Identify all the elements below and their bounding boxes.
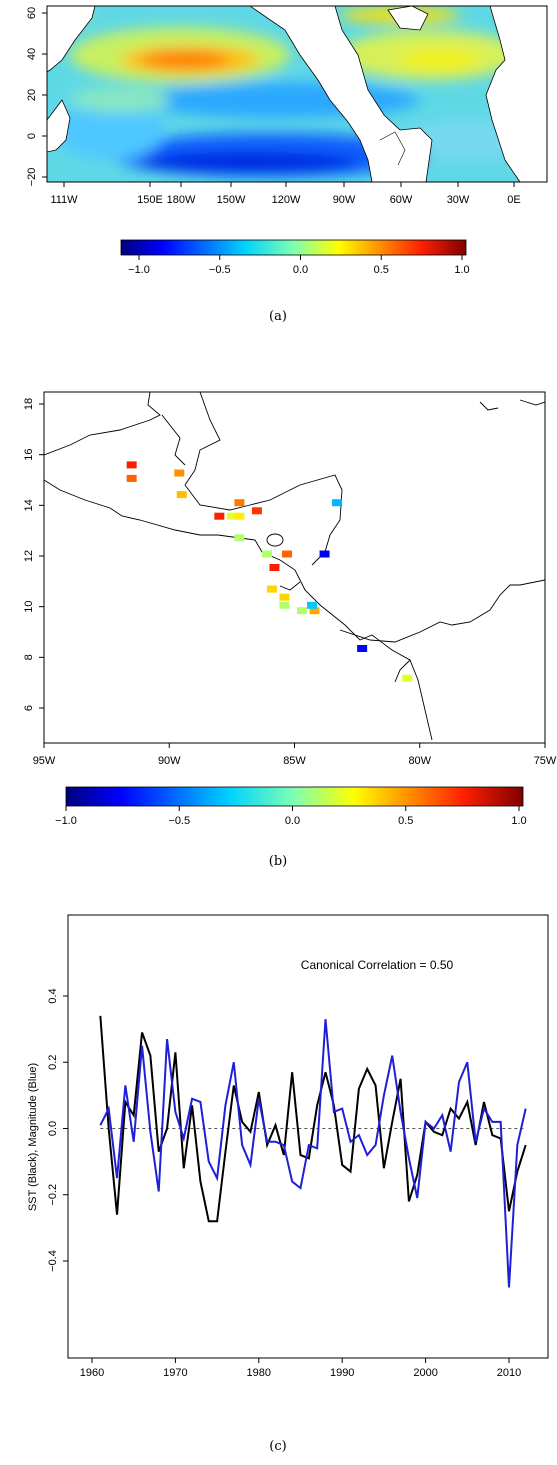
y-axis-tick-label: 6: [23, 705, 35, 711]
station-marker: [357, 645, 368, 652]
station-marker: [279, 601, 290, 609]
land-mask: [47, 6, 547, 182]
panel-c: Canonical Correlation = 0.50 −0.4 −0.2 0.0…: [27, 914, 549, 1454]
y-axis-tick-label: −20: [26, 168, 38, 187]
colorbar-tick-label: 1.0: [454, 264, 469, 276]
panel-a: −20 0 20 40 60 111W 150E 180W 150W 120W 90W 60W 30W…: [26, 5, 548, 324]
station-marker: [176, 491, 187, 499]
station-marker: [234, 534, 245, 542]
plot-frame: [67, 914, 549, 1359]
x-axis: 1960 1970 1980 1990 2000 2010: [80, 1358, 521, 1379]
station-marker: [251, 507, 262, 515]
caption: (b): [269, 854, 287, 869]
colorbar-tick-label: 0.5: [374, 264, 389, 276]
x-axis-tick-label: 90W: [158, 755, 181, 767]
x-axis-tick-label: 85W: [283, 755, 306, 767]
x-axis-tick-label: 1980: [247, 1367, 271, 1379]
y-axis-tick-label: 14: [23, 499, 35, 511]
station-marker: [332, 499, 343, 507]
canonical-correlation-annotation: Canonical Correlation = 0.50: [301, 958, 454, 972]
colorbar-tick-label: −1.0: [128, 264, 150, 276]
y-axis-tick-label: 0.2: [47, 1055, 59, 1070]
x-axis-tick-label: 1970: [163, 1367, 187, 1379]
station-marker: [126, 474, 137, 482]
sst-heatmap: [47, 6, 547, 182]
station-marker: [279, 593, 290, 601]
station-marker: [126, 461, 137, 469]
station-marker: [214, 512, 225, 520]
x-axis-tick-label: 2010: [497, 1367, 521, 1379]
station-marker: [174, 469, 185, 477]
y-axis-tick-label: 0: [26, 133, 38, 139]
y-axis-tick-label: 60: [26, 7, 38, 19]
x-axis-tick-label: 30W: [447, 194, 470, 206]
station-marker: [281, 550, 292, 558]
x-axis-tick-label: 150W: [217, 194, 246, 206]
y-axis-tick-label: 18: [23, 398, 35, 410]
station-markers: [126, 461, 413, 682]
x-axis: 95W 90W 85W 80W 75W: [33, 743, 557, 767]
x-axis-tick-label: 180W: [167, 194, 196, 206]
colorbar-tick-label: 0.0: [293, 264, 308, 276]
x-axis-tick-label: 80W: [408, 755, 431, 767]
series-magnitude-blue: [99, 1019, 527, 1288]
y-axis-tick-label: −0.4: [47, 1250, 59, 1272]
x-axis-tick-label: 1990: [330, 1367, 354, 1379]
plot-frame: [43, 391, 546, 744]
x-axis-tick-label: 1960: [80, 1367, 104, 1379]
y-axis-tick-label: 20: [26, 89, 38, 101]
colorbar-tick-label: 0.5: [398, 815, 413, 827]
y-axis-label: SST (Black), Magnitude (Blue): [27, 1063, 39, 1211]
x-axis-tick-label: 95W: [33, 755, 56, 767]
station-marker: [226, 512, 237, 520]
colorbar-tick-label: 0.0: [285, 815, 300, 827]
colorbar: −1.0 −0.5 0.0 0.5 1.0: [120, 239, 470, 276]
station-marker: [234, 499, 245, 507]
x-axis-tick-label: 111W: [50, 194, 78, 206]
caption: (a): [269, 309, 287, 324]
caption: (c): [269, 1439, 286, 1454]
y-axis: 6 8 10 12 14 16 18: [23, 398, 44, 711]
map-outlines: [44, 392, 545, 741]
series-sst-black: [99, 1015, 527, 1223]
station-marker: [234, 512, 245, 520]
y-axis-tick-label: 0.0: [47, 1121, 59, 1136]
colorbar-tick-label: 1.0: [511, 815, 526, 827]
y-axis-tick-label: 16: [23, 449, 35, 461]
panel-b: 6 8 10 12 14 16 18 95W 90W 85W 80W 75W −1.0 −0.5 0.0…: [23, 391, 557, 869]
x-axis-tick-label: 2000: [413, 1367, 437, 1379]
x-axis-tick-label: 120W: [272, 194, 301, 206]
x-axis-tick-label: 75W: [534, 755, 557, 767]
colorbar: −1.0 −0.5 0.0 0.5 1.0: [55, 786, 527, 827]
y-axis: −20 0 20 40 60: [26, 7, 47, 186]
station-marker: [297, 607, 308, 615]
station-marker: [261, 550, 272, 558]
x-axis: 111W 150E 180W 150W 120W 90W 60W 30W 0E: [50, 182, 521, 206]
colorbar-tick-label: −0.5: [168, 815, 190, 827]
x-axis-tick-label: 90W: [333, 194, 356, 206]
plot-frame: [46, 5, 548, 183]
station-marker: [269, 564, 280, 571]
y-axis-tick-label: 8: [23, 654, 35, 660]
y-axis-tick-label: 10: [23, 601, 35, 613]
colorbar-tick-label: −1.0: [55, 815, 77, 827]
y-axis-tick-label: 0.4: [47, 988, 59, 1003]
station-marker: [266, 585, 277, 593]
y-axis-tick-label: 40: [26, 48, 38, 60]
colorbar-tick-label: −0.5: [209, 264, 231, 276]
y-axis: −0.4 −0.2 0.0 0.2 0.4: [47, 988, 68, 1272]
station-marker: [307, 601, 318, 609]
station-marker: [402, 674, 413, 682]
station-marker: [319, 550, 330, 558]
x-axis-tick-label: 60W: [390, 194, 413, 206]
y-axis-tick-label: 12: [23, 550, 35, 562]
equator-coast: [379, 131, 406, 166]
station-marker: [309, 607, 320, 615]
y-axis-tick-label: −0.2: [47, 1184, 59, 1206]
x-axis-tick-label: 0E: [507, 194, 520, 206]
x-axis-tick-label: 150E: [137, 194, 163, 206]
